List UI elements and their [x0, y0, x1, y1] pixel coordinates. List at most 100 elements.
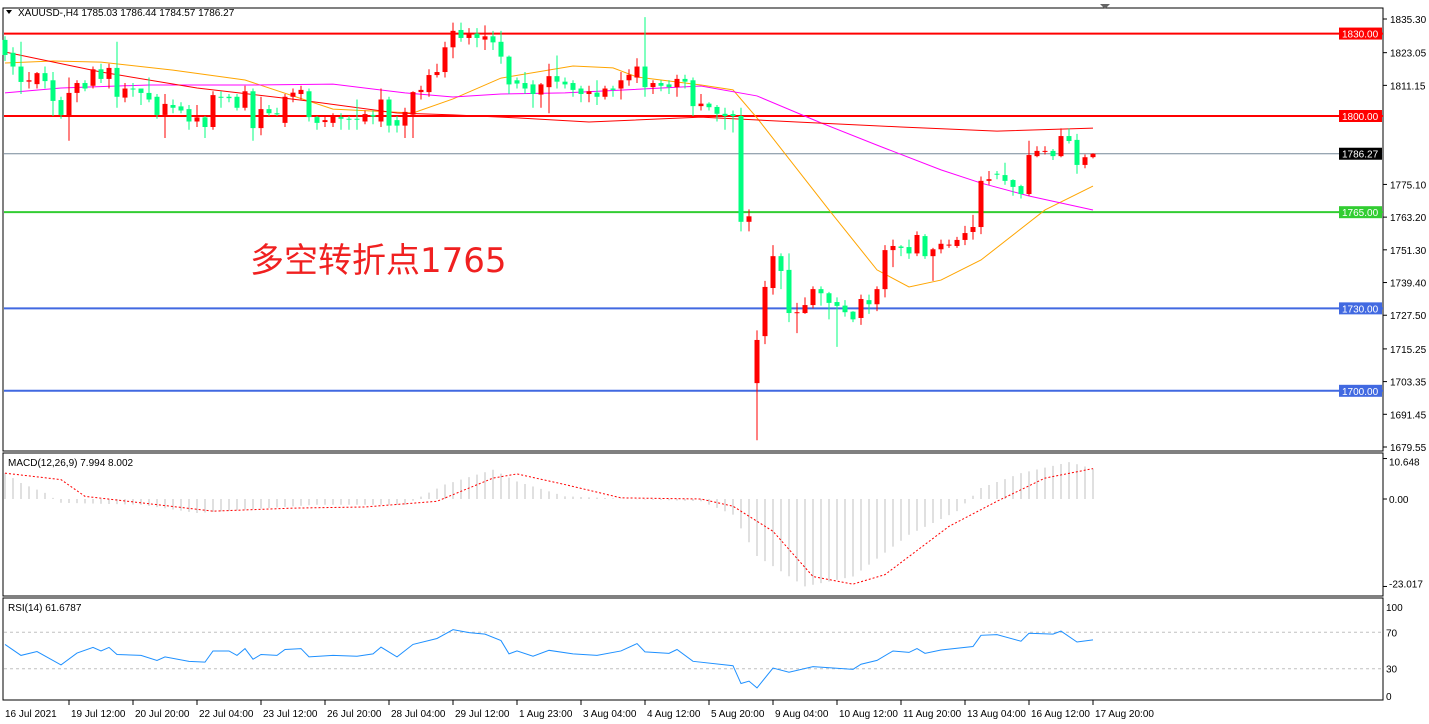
- candle-body: [1058, 136, 1064, 157]
- candle-body: [994, 173, 1000, 175]
- candle-body: [346, 118, 352, 120]
- time-tick-label: 17 Aug 20:00: [1095, 709, 1154, 720]
- candle-body: [666, 84, 672, 88]
- candle: [26, 72, 32, 89]
- candle-body: [66, 92, 72, 117]
- candle-body: [330, 116, 336, 123]
- candle-body: [322, 120, 328, 123]
- candle: [450, 22, 456, 59]
- candle: [34, 72, 40, 89]
- time-tick-label: 28 Jul 04:00: [391, 709, 446, 720]
- candle: [378, 88, 384, 127]
- candle-body: [786, 269, 792, 314]
- candle-body: [954, 239, 960, 246]
- candle: [810, 286, 816, 309]
- price-tick-label: 1811.15: [1390, 81, 1426, 92]
- candle: [954, 236, 960, 248]
- candle-body: [674, 78, 680, 88]
- candle-body: [298, 89, 304, 95]
- candle-body: [850, 311, 856, 320]
- annotation-text: 多空转折点1765: [250, 241, 507, 281]
- candle-body: [466, 33, 472, 38]
- candle-body: [930, 249, 936, 257]
- time-tick-label: 3 Aug 04:00: [583, 709, 637, 720]
- candle: [466, 28, 472, 45]
- candle-body: [202, 117, 208, 127]
- candle: [410, 91, 416, 138]
- candle-body: [418, 89, 424, 93]
- candle-body: [826, 293, 832, 303]
- price-tick-label: 1835.30: [1390, 15, 1427, 26]
- candle: [530, 80, 536, 108]
- candle: [514, 77, 520, 89]
- candle: [194, 105, 200, 127]
- candle: [738, 107, 744, 232]
- candle: [842, 300, 848, 317]
- level-badge-label: 1730.00: [1342, 304, 1379, 315]
- time-tick-label: 4 Aug 12:00: [647, 709, 701, 720]
- candle: [770, 245, 776, 295]
- candle: [50, 72, 56, 117]
- candle: [18, 41, 24, 95]
- candle: [914, 231, 920, 257]
- shift-marker-icon[interactable]: [1100, 4, 1110, 9]
- candle-body: [370, 114, 376, 117]
- candle-body: [210, 95, 216, 127]
- level-badge: [1339, 147, 1382, 160]
- candle-body: [226, 96, 232, 99]
- candle: [178, 102, 184, 114]
- candle-body: [858, 299, 864, 318]
- candle: [586, 85, 592, 103]
- candle-body: [778, 256, 784, 271]
- candle-body: [634, 66, 640, 78]
- level-badge-label: 1765.00: [1342, 208, 1379, 219]
- candle: [346, 116, 352, 130]
- candle-body: [490, 36, 496, 43]
- candle-body: [810, 289, 816, 306]
- candle-body: [458, 29, 464, 38]
- level-badge-label: 1786.27: [1342, 150, 1379, 161]
- candle: [1066, 128, 1072, 144]
- candle: [850, 311, 856, 323]
- candle: [250, 88, 256, 141]
- candle: [714, 105, 720, 122]
- candle-body: [722, 113, 728, 117]
- candle-body: [354, 118, 360, 120]
- candle: [242, 85, 248, 111]
- rsi-line: [4, 629, 1094, 689]
- candle: [402, 107, 408, 138]
- candle-body: [482, 36, 488, 40]
- candle: [162, 94, 168, 138]
- candle-body: [498, 41, 504, 57]
- candle-body: [946, 244, 952, 246]
- candle: [874, 286, 880, 312]
- candle: [218, 91, 224, 108]
- candle-body: [802, 305, 808, 314]
- candle: [370, 110, 376, 125]
- time-tick-label: 13 Aug 04:00: [967, 709, 1026, 720]
- main-panel: [2, 7, 1384, 452]
- candle-body: [402, 111, 408, 126]
- candle-body: [386, 99, 392, 126]
- collapse-arrow-icon[interactable]: [6, 10, 12, 14]
- candle-body: [602, 88, 608, 97]
- candle: [522, 72, 528, 95]
- candle-body: [170, 105, 176, 108]
- candle-body: [554, 76, 560, 82]
- level-badge-label: 1700.00: [1342, 387, 1379, 398]
- candle-body: [1090, 153, 1096, 158]
- candle: [658, 80, 664, 92]
- macd-tick-label: 10.648: [1389, 458, 1420, 469]
- candle: [274, 107, 280, 117]
- candle: [258, 96, 264, 136]
- candle-body: [1042, 150, 1048, 152]
- price-tick-label: 1703.35: [1390, 378, 1427, 389]
- candle: [890, 239, 896, 268]
- symbol-header: XAUUSD-,H4 1785.03 1786.44 1784.57 1786.…: [18, 8, 235, 19]
- level-badge: [1339, 206, 1382, 219]
- macd-panel: [2, 452, 1384, 597]
- candle-body: [274, 113, 280, 115]
- candle: [210, 91, 216, 130]
- candle-body: [410, 92, 416, 115]
